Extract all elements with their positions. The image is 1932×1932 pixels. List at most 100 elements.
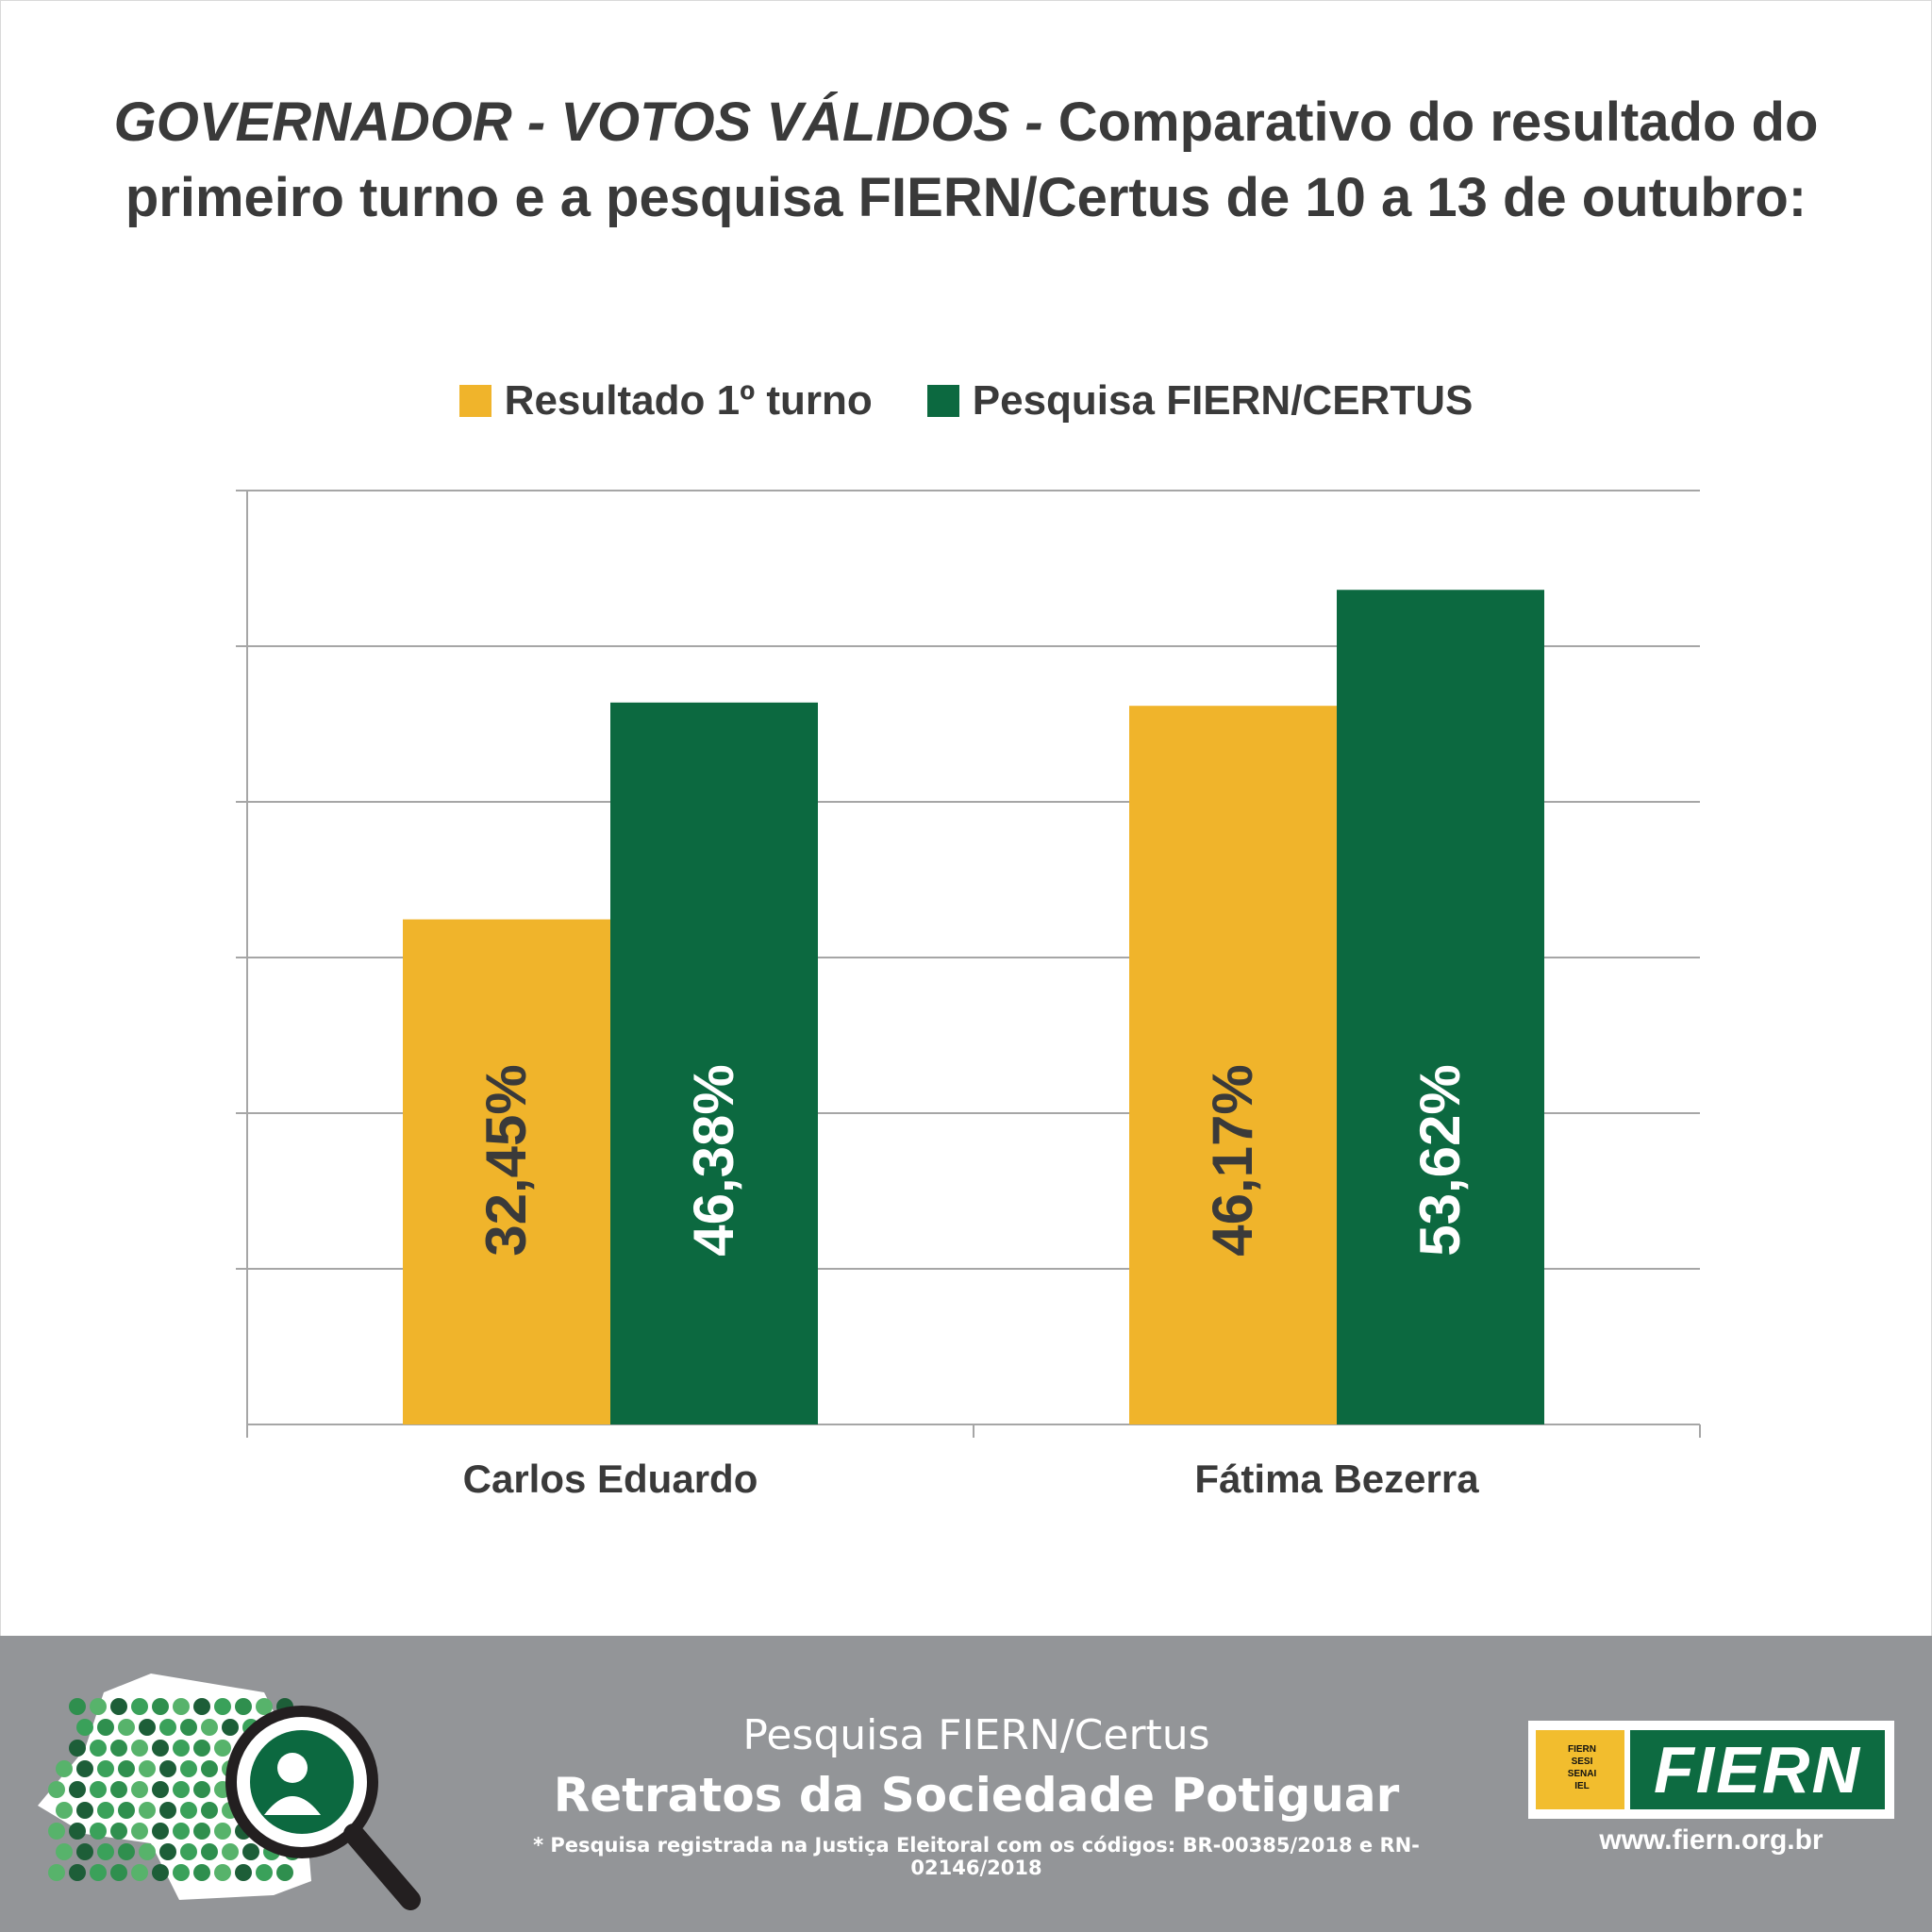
fiern-logo-wordmark: FIERN (1630, 1730, 1885, 1809)
person-body-icon (264, 1796, 321, 1815)
bar (1337, 590, 1544, 1424)
person-icon (222, 1843, 239, 1860)
person-icon (180, 1719, 197, 1736)
person-icon (90, 1823, 107, 1840)
person-icon (76, 1802, 93, 1819)
person-icon (159, 1843, 176, 1860)
person-icon (235, 1698, 252, 1715)
bar-data-label: 32,45% (475, 1064, 538, 1257)
category-label: Fátima Bezerra (1194, 1457, 1479, 1501)
category-label: Carlos Eduardo (463, 1457, 758, 1501)
person-icon (235, 1864, 252, 1881)
person-icon (173, 1781, 190, 1798)
logo-line: SESI (1571, 1757, 1593, 1767)
person-icon (193, 1781, 210, 1798)
person-icon (56, 1843, 73, 1860)
bar (610, 702, 818, 1424)
title-italic-part: GOVERNADOR - VOTOS VÁLIDOS - (113, 92, 1043, 153)
person-icon (76, 1843, 93, 1860)
person-icon (69, 1740, 86, 1757)
person-icon (173, 1698, 190, 1715)
bar-data-label: 46,38% (682, 1064, 745, 1257)
legend-swatch-pesquisa (926, 385, 959, 417)
fiern-logo-text: FIERN (1654, 1733, 1861, 1807)
person-icon (180, 1843, 197, 1860)
footer-note: * Pesquisa registrada na Justiça Eleitor… (533, 1834, 1420, 1879)
person-icon (48, 1823, 65, 1840)
title-line-2: primeiro turno e a pesquisa FIERN/Certus… (125, 167, 1807, 228)
person-icon (131, 1698, 148, 1715)
magnifier-inner (250, 1730, 354, 1834)
person-icon (214, 1740, 231, 1757)
person-icon (131, 1740, 148, 1757)
person-icon (214, 1823, 231, 1840)
person-icon (201, 1760, 218, 1777)
chart-title: GOVERNADOR - VOTOS VÁLIDOS - Comparativo… (57, 85, 1875, 236)
person-icon (110, 1698, 127, 1715)
person-icon (118, 1719, 135, 1736)
person-icon (222, 1719, 239, 1736)
person-icon (131, 1864, 148, 1881)
person-icon (201, 1802, 218, 1819)
person-icon (152, 1864, 169, 1881)
person-icon (118, 1843, 135, 1860)
footer-band: Pesquisa FIERN/Certus Retratos da Socied… (0, 1636, 1932, 1932)
person-icon (110, 1823, 127, 1840)
person-icon (69, 1823, 86, 1840)
person-icon (152, 1823, 169, 1840)
person-icon (173, 1823, 190, 1840)
person-head-icon (277, 1753, 308, 1783)
person-icon (159, 1760, 176, 1777)
person-icon (118, 1760, 135, 1777)
person-icon (110, 1864, 127, 1881)
person-icon (118, 1802, 135, 1819)
legend-label-resultado: Resultado 1º turno (504, 377, 873, 424)
bar (1129, 706, 1337, 1424)
person-icon (69, 1781, 86, 1798)
logo-line: IEL (1574, 1781, 1590, 1791)
person-icon (56, 1802, 73, 1819)
person-icon (69, 1864, 86, 1881)
person-icon (180, 1760, 197, 1777)
crowd-map-magnifier-icon (38, 1674, 421, 1910)
person-icon (90, 1781, 107, 1798)
person-icon (201, 1719, 218, 1736)
footer-url: www.fiern.org.br (1599, 1824, 1824, 1856)
person-icon (69, 1698, 86, 1715)
person-icon (90, 1740, 107, 1757)
logo-line: FIERN (1568, 1744, 1596, 1755)
magnifier-handle (343, 1824, 421, 1910)
person-icon (173, 1864, 190, 1881)
person-icon (152, 1698, 169, 1715)
person-icon (110, 1781, 127, 1798)
legend: Resultado 1º turno Pesquisa FIERN/CERTUS (0, 377, 1932, 425)
person-icon (193, 1864, 210, 1881)
person-icon (214, 1698, 231, 1715)
person-icon (201, 1843, 218, 1860)
person-icon (90, 1864, 107, 1881)
person-icon (76, 1760, 93, 1777)
person-icon (193, 1740, 210, 1757)
person-icon (256, 1864, 273, 1881)
person-icon (139, 1843, 156, 1860)
person-icon (193, 1823, 210, 1840)
person-icon (276, 1864, 293, 1881)
legend-label-pesquisa: Pesquisa FIERN/CERTUS (972, 377, 1474, 424)
fiern-logo-mark: FIERN SESI SENAI IEL (1536, 1730, 1624, 1809)
person-icon (97, 1719, 114, 1736)
person-icon (48, 1781, 65, 1798)
person-icon (110, 1740, 127, 1757)
legend-item-resultado: Resultado 1º turno (458, 377, 873, 425)
person-icon (152, 1781, 169, 1798)
person-icon (139, 1802, 156, 1819)
logo-line: SENAI (1567, 1769, 1597, 1779)
footer-subtitle: Pesquisa FIERN/Certus (742, 1711, 1210, 1759)
person-icon (97, 1843, 114, 1860)
person-icon (139, 1760, 156, 1777)
person-icon (139, 1719, 156, 1736)
bar-data-label: 53,62% (1408, 1064, 1472, 1257)
person-icon (159, 1802, 176, 1819)
bar-chart: 32,45% 46,38% Carlos Eduardo 46,17% 53,62% Fá… (236, 490, 1701, 1501)
person-icon (159, 1719, 176, 1736)
legend-item-pesquisa: Pesquisa FIERN/CERTUS (926, 377, 1474, 425)
